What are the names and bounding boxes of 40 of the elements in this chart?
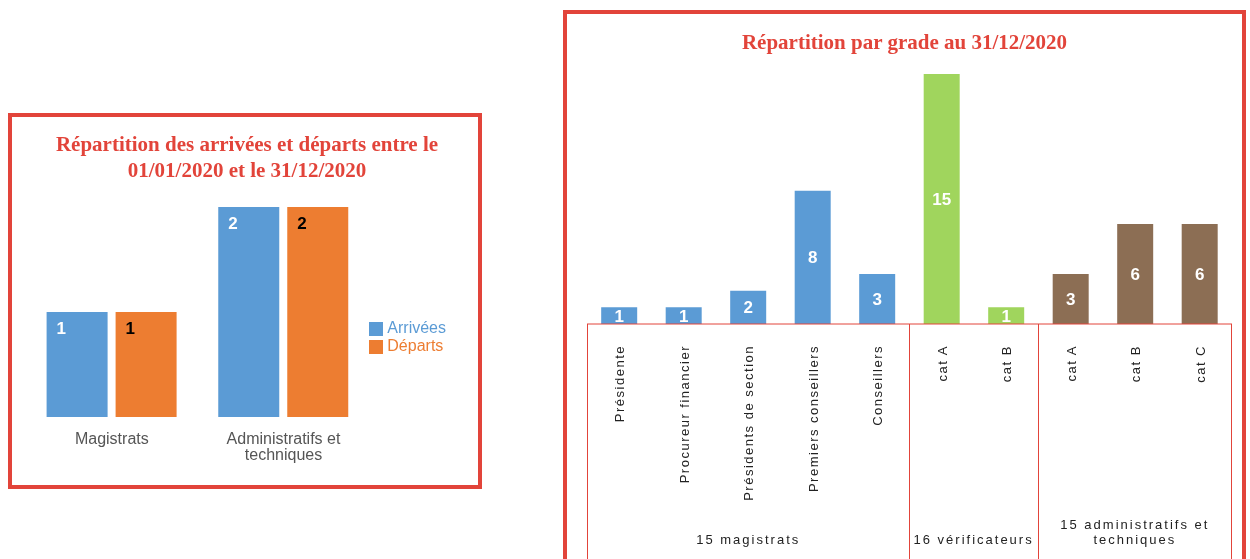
data-label: 3 <box>1065 290 1076 310</box>
x-tick-label: cat C <box>1192 345 1208 383</box>
chart-title: Répartition par grade au 31/12/2020 <box>740 30 1069 55</box>
data-label: 1 <box>1001 306 1011 326</box>
x-tick-label: Administratifs et techniques <box>226 430 341 464</box>
x-tick-label: cat B <box>999 345 1015 383</box>
data-label: 6 <box>1130 265 1140 285</box>
x-tick-label: Magistrats <box>74 430 149 448</box>
legend-label: Départs <box>387 337 444 354</box>
x-tick-label: Premiers conseillers <box>805 345 821 493</box>
data-label: 1 <box>56 319 67 339</box>
text: 16 vérificateurs <box>912 532 1035 547</box>
bar <box>794 190 831 324</box>
bar <box>1181 224 1218 324</box>
legend-label: Arrivées <box>387 319 446 336</box>
bar <box>730 290 767 324</box>
x-tick-label: Présidents de section <box>741 345 757 501</box>
text: 15 administratifs et techniques <box>1059 517 1211 547</box>
text: 15 magistrats <box>695 532 802 547</box>
x-tick-label: Présidente <box>612 345 628 423</box>
data-label: 2 <box>743 298 753 318</box>
x-tick-label: Conseillers <box>870 345 886 426</box>
bar <box>1117 224 1154 324</box>
x-tick-label: cat A <box>1063 345 1079 382</box>
x-tick-label: cat B <box>1128 345 1144 383</box>
x-tick-label: Procureur financier <box>676 345 692 484</box>
data-label: 3 <box>872 290 882 310</box>
data-label: 15 <box>932 190 952 210</box>
data-label: 1 <box>678 306 689 326</box>
data-label: 2 <box>228 214 238 234</box>
bar <box>859 274 896 324</box>
data-label: 6 <box>1194 265 1205 285</box>
data-label: 8 <box>807 248 818 268</box>
data-label: 1 <box>125 319 136 339</box>
bar <box>1052 274 1089 324</box>
chart-title: Répartition des arrivées et départs entre le 01/01/2020 et le 31/12/2020 <box>54 131 440 183</box>
data-label: 2 <box>297 214 307 234</box>
data-label: 1 <box>614 306 624 326</box>
bar <box>923 74 960 324</box>
x-tick-label: cat A <box>934 345 950 382</box>
